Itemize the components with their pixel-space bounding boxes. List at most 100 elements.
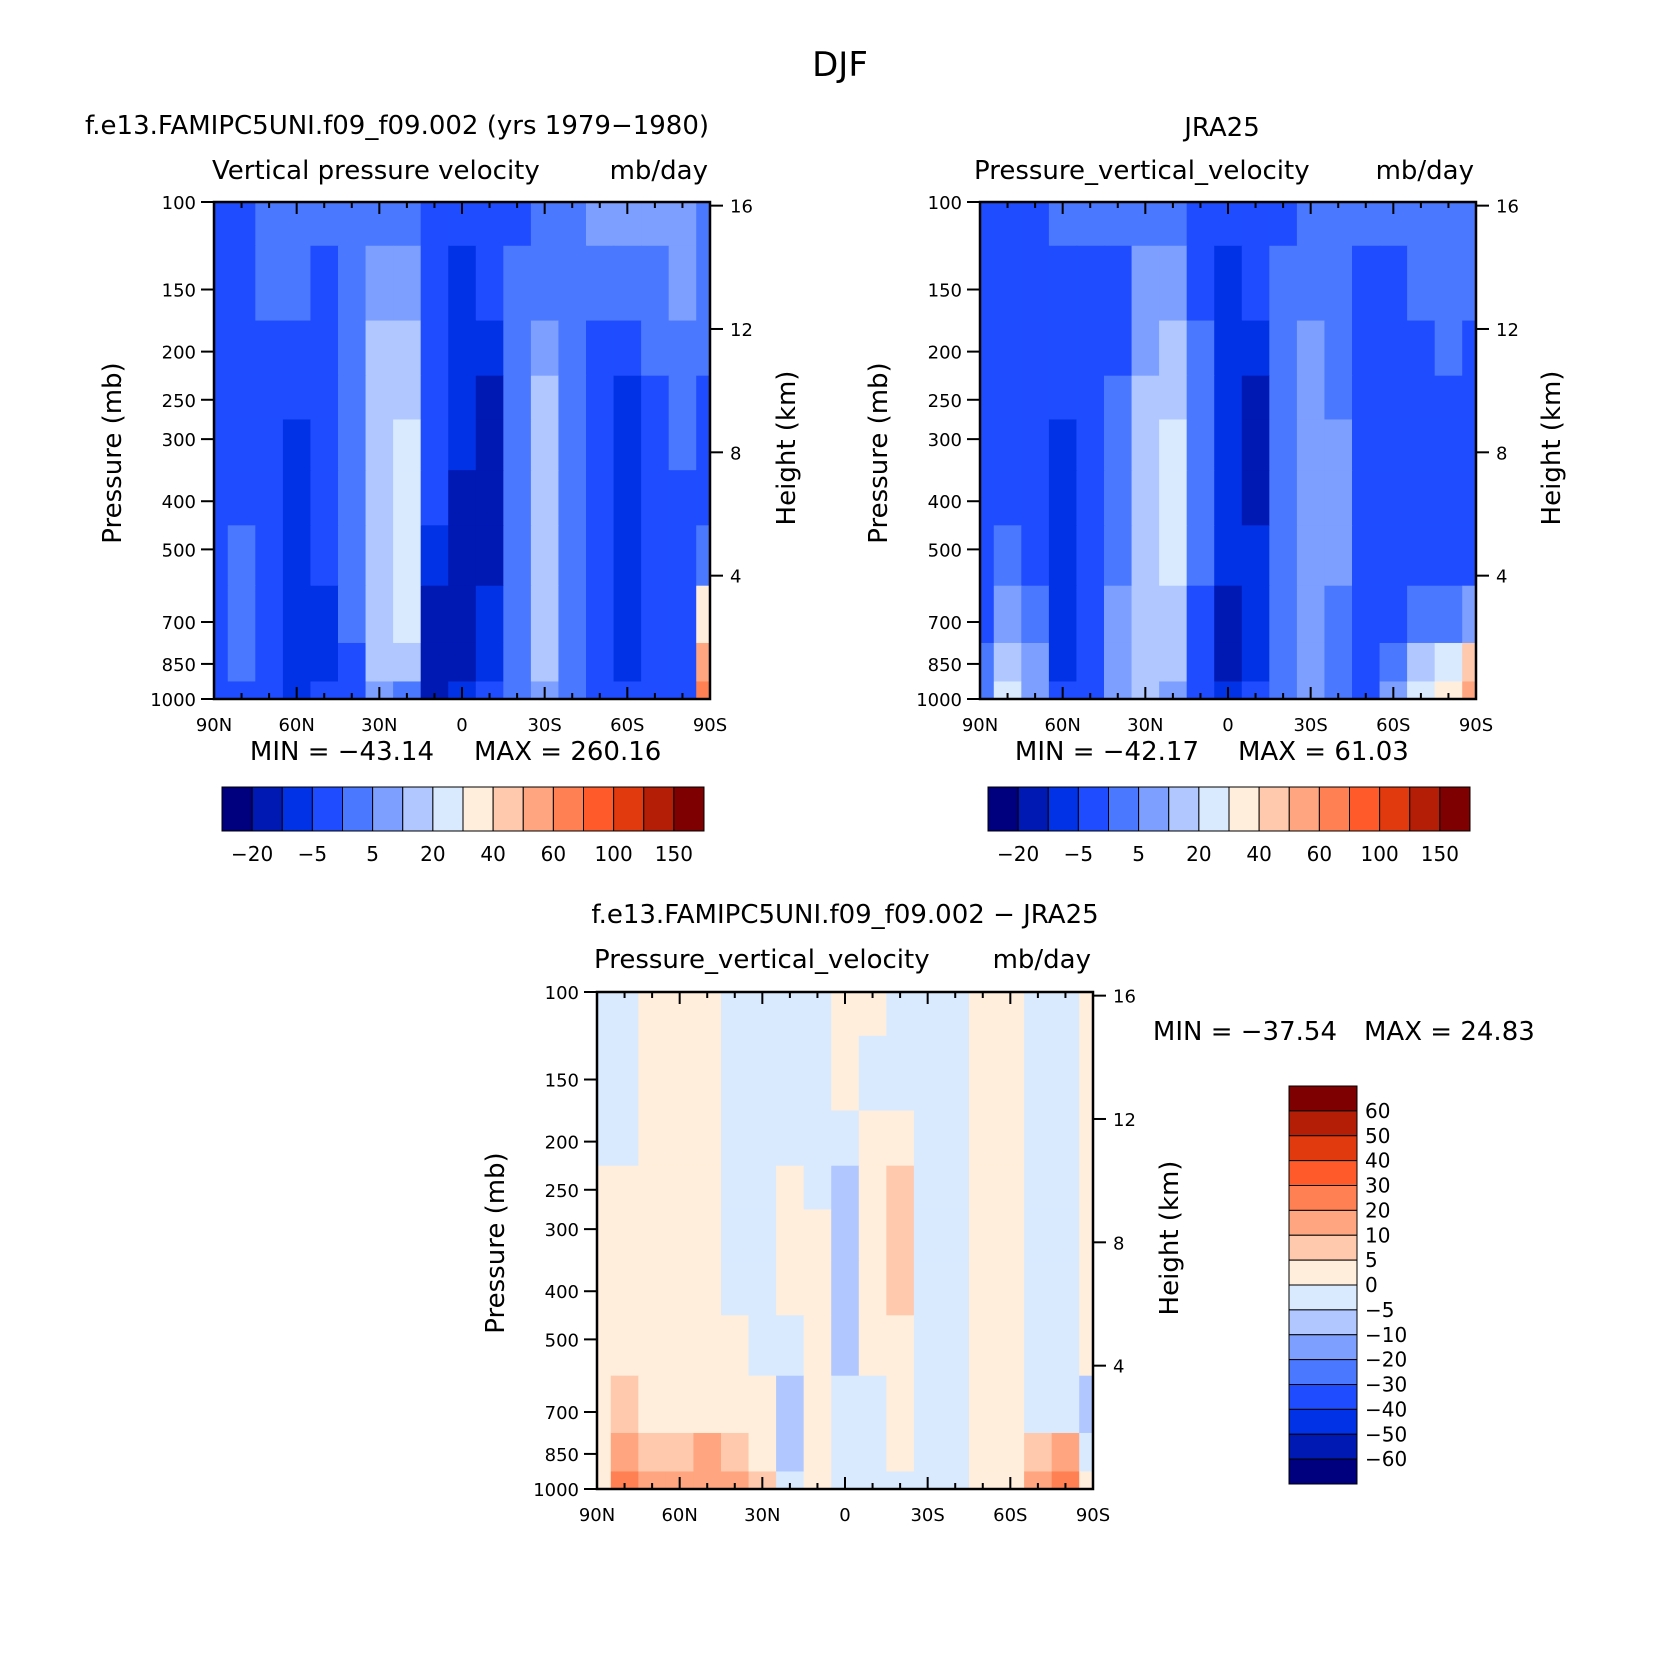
field-cell <box>941 1315 970 1377</box>
field-cell <box>1434 525 1463 587</box>
field-cell <box>993 419 1022 471</box>
field-cell <box>668 202 697 247</box>
field-cell <box>913 1432 943 1473</box>
panel-3-units: mb/day <box>993 945 1091 975</box>
field-cell <box>980 470 995 526</box>
field-cell <box>503 642 532 683</box>
field-cell <box>1241 642 1270 683</box>
field-cell <box>475 585 504 644</box>
field-cell <box>255 642 284 683</box>
x-tick-label: 60S <box>1376 715 1410 736</box>
field-cell <box>1076 245 1105 322</box>
panel-2-colorbar: −20 −5 5 20 40 60 100 150 <box>987 786 1471 866</box>
field-cell <box>696 642 711 683</box>
field-cell <box>1048 642 1078 683</box>
field-cell <box>1079 1260 1094 1316</box>
field-cell <box>420 470 449 526</box>
field-cell <box>969 1165 998 1211</box>
field-cell <box>941 1471 970 1490</box>
field-cell <box>996 1432 1025 1473</box>
field-cell <box>1079 1432 1094 1473</box>
field-cell <box>693 1432 722 1473</box>
field-cell <box>996 1035 1025 1112</box>
field-cell <box>255 419 284 471</box>
field-cell <box>831 1260 860 1316</box>
panel-3-min: MIN = −37.54 <box>1153 1017 1337 1047</box>
colorbar-box <box>987 786 1019 832</box>
field-cell <box>996 1110 1025 1167</box>
field-cell <box>1407 525 1436 587</box>
x-tick-label: 0 <box>839 1505 850 1526</box>
field-cell <box>1104 681 1133 700</box>
field-cell <box>693 992 722 1037</box>
y-tick-label: 1000 <box>150 690 196 711</box>
field-cell <box>586 202 615 247</box>
field-cell <box>886 1209 915 1261</box>
field-cell <box>1186 470 1215 526</box>
field-cell <box>613 585 642 644</box>
field-cell <box>1079 1035 1094 1112</box>
field-cell <box>641 202 670 247</box>
field-cell <box>1079 1110 1094 1167</box>
field-cell <box>913 1375 943 1434</box>
field-cell <box>1434 202 1463 247</box>
colorbar-box <box>1288 1458 1358 1485</box>
field-cell <box>858 1260 887 1316</box>
field-cell <box>227 525 256 587</box>
field-cell <box>1186 245 1215 322</box>
field-cell <box>941 1260 970 1316</box>
panel-1-ylabel-right: Height (km) <box>772 371 802 526</box>
field-cell <box>1324 681 1353 700</box>
field-cell <box>1462 585 1477 644</box>
y-tick-label: 100 <box>928 193 962 214</box>
colorbar-label: 20 <box>420 842 445 866</box>
colorbar-label: 60 <box>541 842 566 866</box>
right-tick-label: 4 <box>1113 1357 1124 1378</box>
field-cell <box>503 320 532 377</box>
field-cell <box>310 419 339 471</box>
field-cell <box>214 681 229 700</box>
field-cell <box>1048 245 1078 322</box>
field-cell <box>1379 585 1408 644</box>
y-tick-label: 400 <box>928 492 962 513</box>
field-cell <box>613 245 642 322</box>
y-tick-label: 700 <box>162 613 196 634</box>
field-cell <box>1462 419 1477 471</box>
colorbar-box <box>462 786 494 832</box>
field-cell <box>475 419 504 471</box>
field-cell <box>858 1375 887 1434</box>
colorbar-box <box>1288 1384 1358 1410</box>
field-cell <box>530 585 560 644</box>
colorbar-box <box>1318 786 1350 832</box>
field-cell <box>1462 681 1477 700</box>
field-cell <box>668 642 697 683</box>
field-cell <box>803 1209 832 1261</box>
field-cell <box>803 1315 832 1377</box>
field-cell <box>1186 375 1215 421</box>
field-cell <box>996 1315 1025 1377</box>
field-cell <box>641 585 670 644</box>
field-cell <box>586 320 615 377</box>
field-cell <box>1407 642 1436 683</box>
y-tick-label: 400 <box>545 1282 579 1303</box>
field-cell <box>1241 525 1270 587</box>
field-cell <box>1296 642 1326 683</box>
colorbar-box <box>1288 1408 1358 1435</box>
field-cell <box>1159 585 1188 644</box>
field-cell <box>1021 585 1050 644</box>
field-cell <box>693 1471 722 1490</box>
panel-1-ylabel: Pressure (mb) <box>98 362 128 543</box>
field-cell <box>693 1110 722 1167</box>
field-cell <box>776 1035 805 1112</box>
field-cell <box>696 375 711 421</box>
field-cell <box>610 1165 639 1211</box>
colorbar-box <box>1198 786 1230 832</box>
field-cell <box>365 419 394 471</box>
field-cell <box>638 1375 667 1434</box>
right-tick-label: 8 <box>1113 1233 1124 1254</box>
x-tick-label: 30S <box>1293 715 1327 736</box>
field-cell <box>610 1432 639 1473</box>
field-cell <box>721 1035 750 1112</box>
field-cell <box>1324 245 1353 322</box>
field-cell <box>365 585 394 644</box>
